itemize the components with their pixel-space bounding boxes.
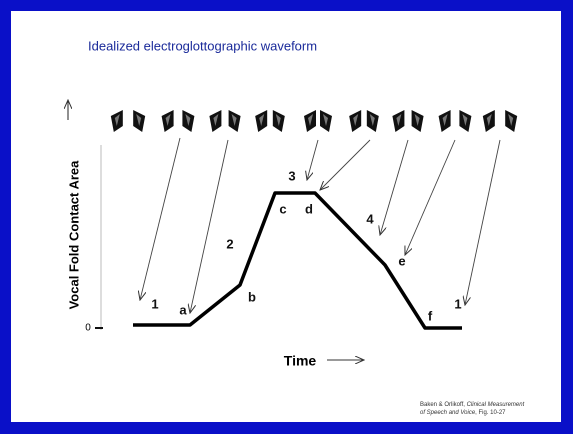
point-label: 1 xyxy=(151,296,158,311)
x-axis-label: Time xyxy=(284,353,317,369)
zero-label: 0 xyxy=(85,323,91,334)
point-label: 4 xyxy=(366,211,374,226)
vocal-fold-icon xyxy=(349,110,379,132)
vocal-fold-icon xyxy=(482,110,518,132)
point-label: 3 xyxy=(288,168,295,183)
vocal-fold-icon xyxy=(110,110,146,132)
point-labels: 1 a 2 b c 3 d 4 e f 1 xyxy=(151,168,461,323)
title: Idealized electroglottographic waveform xyxy=(88,38,317,53)
point-label: 1 xyxy=(454,296,461,311)
point-label: f xyxy=(428,308,433,323)
point-label: b xyxy=(248,289,256,304)
pointer-arrow xyxy=(190,139,229,313)
pointer-arrow xyxy=(320,139,371,190)
pointer-arrow xyxy=(405,139,456,255)
vocal-fold-icon xyxy=(209,110,241,132)
citation-line-1: Baken & Orlikoff, Clinical Measurement xyxy=(420,402,525,408)
vocal-fold-icons xyxy=(110,110,518,132)
fold-highlight xyxy=(259,114,281,126)
pointer-arrow xyxy=(307,139,319,180)
vocal-fold-icon xyxy=(255,110,285,132)
vocal-fold-icon xyxy=(161,110,195,132)
citation-line-2: of Speech and Voice, Fig. 10-27 xyxy=(420,410,506,416)
vocal-fold-icon xyxy=(438,110,472,132)
citation-title: Clinical Measurement xyxy=(467,402,525,408)
pointer-arrow xyxy=(140,137,181,300)
point-label: e xyxy=(398,253,405,268)
pointer-arrow xyxy=(380,139,409,235)
point-label: a xyxy=(179,302,187,317)
point-label: c xyxy=(279,201,286,216)
slide-body xyxy=(11,11,561,422)
citation-figure: , Fig. 10-27 xyxy=(475,410,506,416)
vocal-fold-icon xyxy=(304,110,332,132)
waveform xyxy=(133,191,462,330)
fold-highlight xyxy=(308,114,328,126)
fold-highlight xyxy=(353,114,375,126)
citation-authors: Baken & Orlikoff, xyxy=(420,402,467,408)
point-label: 2 xyxy=(226,236,233,251)
vocal-fold-icon xyxy=(392,110,424,132)
citation-title: of Speech and Voice xyxy=(420,410,476,416)
pointer-arrow xyxy=(465,139,501,305)
pointer-arrows xyxy=(140,137,501,313)
y-axis-label: Vocal Fold Contact Area xyxy=(66,160,81,310)
point-label: d xyxy=(305,201,313,216)
